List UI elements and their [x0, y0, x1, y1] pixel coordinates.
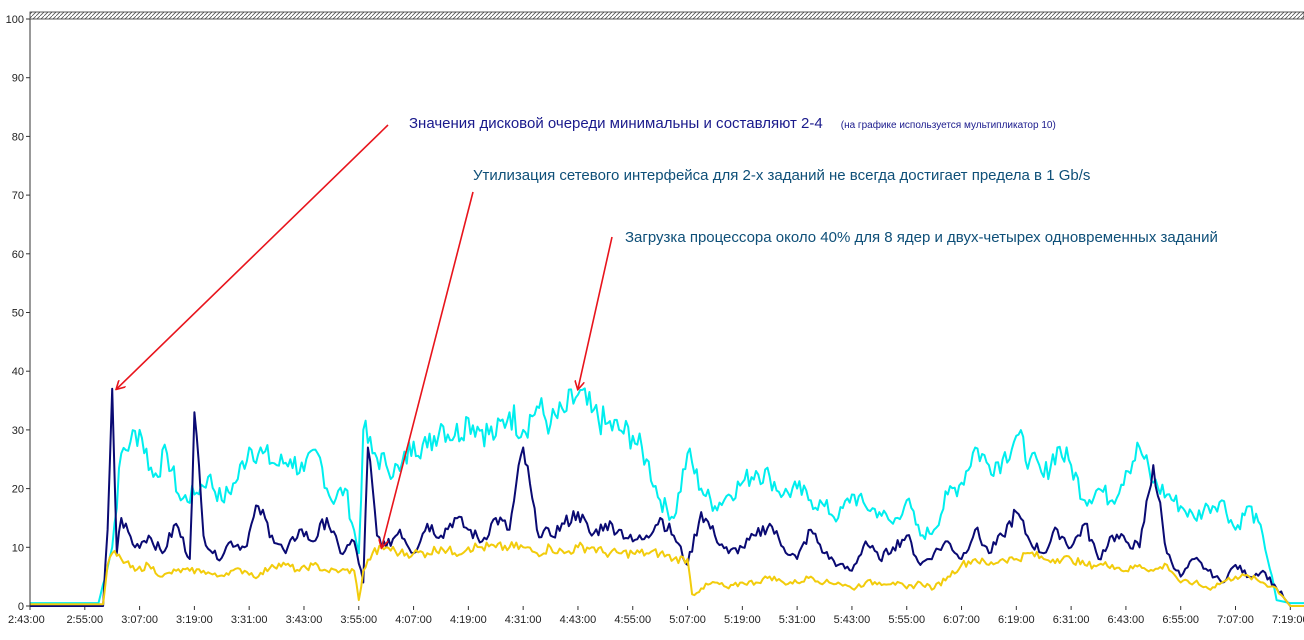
- x-tick-label: 2:55:00: [66, 614, 103, 626]
- network-series-line: [30, 541, 1304, 607]
- annotation-arrows: [117, 124, 613, 547]
- x-tick-label: 6:31:00: [1053, 614, 1090, 626]
- cpu-series-line: [30, 387, 1304, 605]
- x-tick-label: 4:19:00: [450, 614, 487, 626]
- x-tick-label: 5:31:00: [779, 614, 816, 626]
- x-tick-label: 5:43:00: [834, 614, 871, 626]
- annotation-arrow-disk-queue: [117, 124, 389, 389]
- x-tick-label: 3:55:00: [340, 614, 377, 626]
- annotation-disk-queue: Значения дисковой очереди минимальны и с…: [409, 115, 1056, 133]
- y-tick-label: 30: [12, 425, 24, 437]
- annotation-disk-queue-text: Значения дисковой очереди минимальны и с…: [409, 115, 823, 132]
- annotation-cpu-text: Загрузка процессора около 40% для 8 ядер…: [625, 229, 1218, 246]
- annotation-cpu: Загрузка процессора около 40% для 8 ядер…: [625, 229, 1218, 247]
- y-tick-label: 10: [12, 542, 24, 554]
- x-tick-label: 2:43:00: [8, 614, 45, 626]
- x-tick-label: 3:19:00: [176, 614, 213, 626]
- x-tick-label: 6:55:00: [1162, 614, 1199, 626]
- x-tick-label: 6:19:00: [998, 614, 1035, 626]
- disk-series-line: [30, 387, 1304, 607]
- x-tick-label: 5:07:00: [669, 614, 706, 626]
- annotation-disk-queue-note: (на графике используется мультипликатор …: [840, 120, 1056, 131]
- x-tick-label: 4:43:00: [560, 614, 597, 626]
- y-tick-label: 20: [12, 484, 24, 496]
- x-tick-label: 3:31:00: [231, 614, 268, 626]
- x-axis: 2:43:00 2:55:00 3:07:00 3:19:00 3:31:00 3:43:…: [8, 606, 1304, 626]
- x-tick-label: 5:19:00: [724, 614, 761, 626]
- y-tick-label: 90: [12, 73, 24, 85]
- x-tick-label: 4:31:00: [505, 614, 542, 626]
- x-tick-label: 3:07:00: [121, 614, 158, 626]
- y-tick-label: 40: [12, 366, 24, 378]
- annotation-arrow-cpu: [578, 236, 613, 389]
- x-tick-label: 5:55:00: [888, 614, 925, 626]
- x-tick-label: 4:55:00: [614, 614, 651, 626]
- annotation-arrow-network: [382, 191, 474, 547]
- x-tick-label: 7:07:00: [1217, 614, 1254, 626]
- x-tick-label: 6:07:00: [943, 614, 980, 626]
- y-tick-label: 50: [12, 308, 24, 320]
- annotation-network: Утилизация сетевого интерфейса для 2-х з…: [473, 167, 1090, 185]
- annotation-network-text: Утилизация сетевого интерфейса для 2-х з…: [473, 167, 1091, 184]
- y-tick-label: 60: [12, 249, 24, 261]
- x-tick-label: 4:07:00: [395, 614, 432, 626]
- x-tick-label: 6:43:00: [1108, 614, 1145, 626]
- x-tick-label: 3:43:00: [286, 614, 323, 626]
- y-tick-label: 100: [6, 14, 24, 26]
- y-tick-label: 80: [12, 131, 24, 143]
- series-lines: [30, 387, 1304, 607]
- y-axis: 0 10 20 30 40 50 60 70 80 90 100: [6, 14, 30, 613]
- top-limit-band: [29, 11, 1304, 20]
- x-tick-label: 7:19:00: [1272, 614, 1304, 626]
- y-tick-label: 0: [18, 601, 24, 613]
- y-tick-label: 70: [12, 190, 24, 202]
